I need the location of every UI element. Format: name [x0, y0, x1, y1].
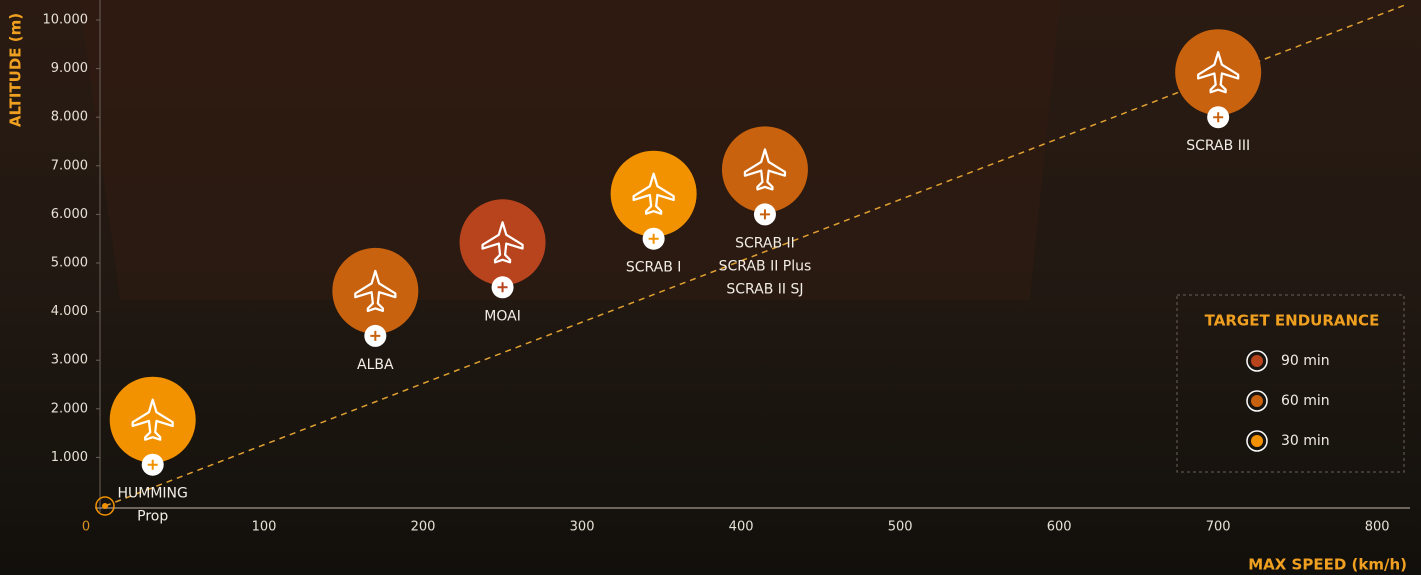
bubble: [332, 248, 418, 334]
y-tick-label: 4.000: [51, 304, 88, 319]
chart: MAX SPEED (km/h) ALTITUDE (m) TARGET END…: [0, 0, 1421, 575]
legend-title: TARGET ENDURANCE: [1205, 312, 1380, 330]
y-tick-label: 9.000: [51, 61, 88, 76]
x-tick-label: 0: [82, 520, 90, 535]
y-tick-label: 3.000: [51, 353, 88, 368]
legend-swatch: [1251, 395, 1263, 407]
origin-dot: [102, 503, 108, 509]
y-tick-label: 2.000: [51, 401, 88, 416]
y-tick-label: 6.000: [51, 207, 88, 222]
y-axis-title: ALTITUDE (m): [7, 13, 25, 127]
bubble: [110, 377, 196, 463]
point-label: SCRAB II SJ: [726, 281, 803, 297]
point-label: Prop: [137, 509, 168, 525]
x-tick-label: 600: [1047, 520, 1072, 535]
point-label: HUMMING: [118, 486, 188, 502]
bubble: [460, 199, 546, 285]
bubble: [611, 151, 697, 237]
point-label: MOAI: [484, 308, 521, 324]
x-tick-label: 700: [1206, 520, 1231, 535]
legend-label: 90 min: [1281, 353, 1330, 369]
legend-swatch: [1251, 435, 1263, 447]
x-axis-title: MAX SPEED (km/h): [1248, 556, 1407, 574]
bubble: [1175, 29, 1261, 115]
y-tick-label: 7.000: [51, 158, 88, 173]
point-label: SCRAB II: [735, 235, 795, 251]
x-tick-label: 800: [1365, 520, 1390, 535]
point-label: SCRAB I: [626, 260, 682, 276]
x-tick-label: 300: [570, 520, 595, 535]
page: {"chart_data": {"type": "scatter", "xlab…: [0, 0, 1421, 575]
point-label: ALBA: [357, 357, 394, 373]
legend-label: 30 min: [1281, 433, 1330, 449]
y-tick-label: 1.000: [51, 450, 88, 465]
y-tick-label: 10.000: [43, 13, 89, 28]
legend-swatch: [1251, 355, 1263, 367]
x-tick-label: 400: [729, 520, 754, 535]
y-tick-label: 8.000: [51, 110, 88, 125]
background-shape: [80, 0, 1060, 300]
legend-label: 60 min: [1281, 393, 1330, 409]
point-label: SCRAB III: [1186, 138, 1250, 154]
bubble: [722, 126, 808, 212]
y-tick-label: 5.000: [51, 256, 88, 271]
x-tick-label: 500: [888, 520, 913, 535]
x-tick-label: 200: [411, 520, 436, 535]
x-tick-label: 100: [252, 520, 277, 535]
point-label: SCRAB II Plus: [719, 258, 812, 274]
